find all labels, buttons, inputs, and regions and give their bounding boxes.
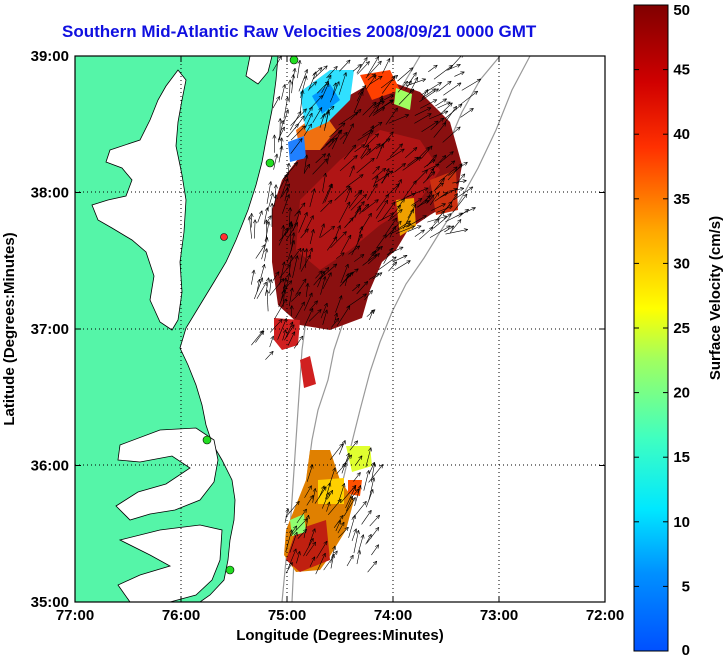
colorbar-ticks: 0 5 10 15 20 25 30 35 40 45 50 [634, 2, 690, 659]
x-tick-label: 73:00 [480, 607, 518, 624]
colorbar-tick-label: 40 [673, 126, 690, 143]
y-axis-ticks: 39:00 38:00 37:00 36:00 35:00 [31, 48, 605, 611]
colorbar-tick-label: 30 [673, 255, 690, 272]
velocity-vectors [247, 56, 482, 575]
colorbar-tick-label: 10 [673, 514, 690, 531]
y-tick-label: 39:00 [31, 48, 69, 65]
radar-site-marker [225, 565, 235, 575]
pamlico-sound [117, 524, 223, 602]
radar-site-marker [289, 56, 299, 65]
colorbar-tick-label: 5 [682, 578, 690, 595]
albemarle-sound [115, 427, 219, 521]
x-tick-label: 72:00 [586, 607, 624, 624]
radar-site-marker [202, 435, 212, 445]
colorbar [633, 4, 669, 652]
colorbar-tick-label: 20 [673, 385, 690, 402]
colorbar-tick-label: 35 [673, 191, 690, 208]
x-tick-label: 76:00 [162, 607, 200, 624]
x-tick-label: 77:00 [56, 607, 94, 624]
bathymetry-contour [335, 56, 531, 511]
y-tick-label: 37:00 [31, 321, 69, 338]
radar-site-marker [265, 158, 275, 168]
colorbar-label: Surface Velocity (cm/s) [707, 216, 724, 380]
y-axis-label: Latitude (Degrees:Minutes) [1, 232, 18, 425]
colorbar-tick-label: 45 [673, 62, 690, 79]
y-tick-label: 35:00 [31, 594, 69, 611]
graticule-grid [75, 56, 605, 602]
colorbar-tick-label: 0 [682, 642, 690, 659]
colorbar-tick-label: 15 [673, 449, 690, 466]
y-tick-label: 36:00 [31, 458, 69, 475]
y-tick-label: 38:00 [31, 185, 69, 202]
colorbar-tick-label: 25 [673, 320, 690, 337]
x-axis-label: Longitude (Degrees:Minutes) [236, 627, 444, 644]
x-tick-label: 75:00 [268, 607, 306, 624]
x-axis-ticks: 77:00 76:00 75:00 74:00 73:00 72:00 [56, 56, 624, 624]
x-tick-label: 74:00 [374, 607, 412, 624]
chesapeake-bay [91, 69, 187, 331]
colorbar-tick-label: 50 [673, 2, 690, 19]
radar-site-marker [220, 233, 228, 241]
page-title: Southern Mid-Atlantic Raw Velocities 200… [62, 22, 537, 41]
